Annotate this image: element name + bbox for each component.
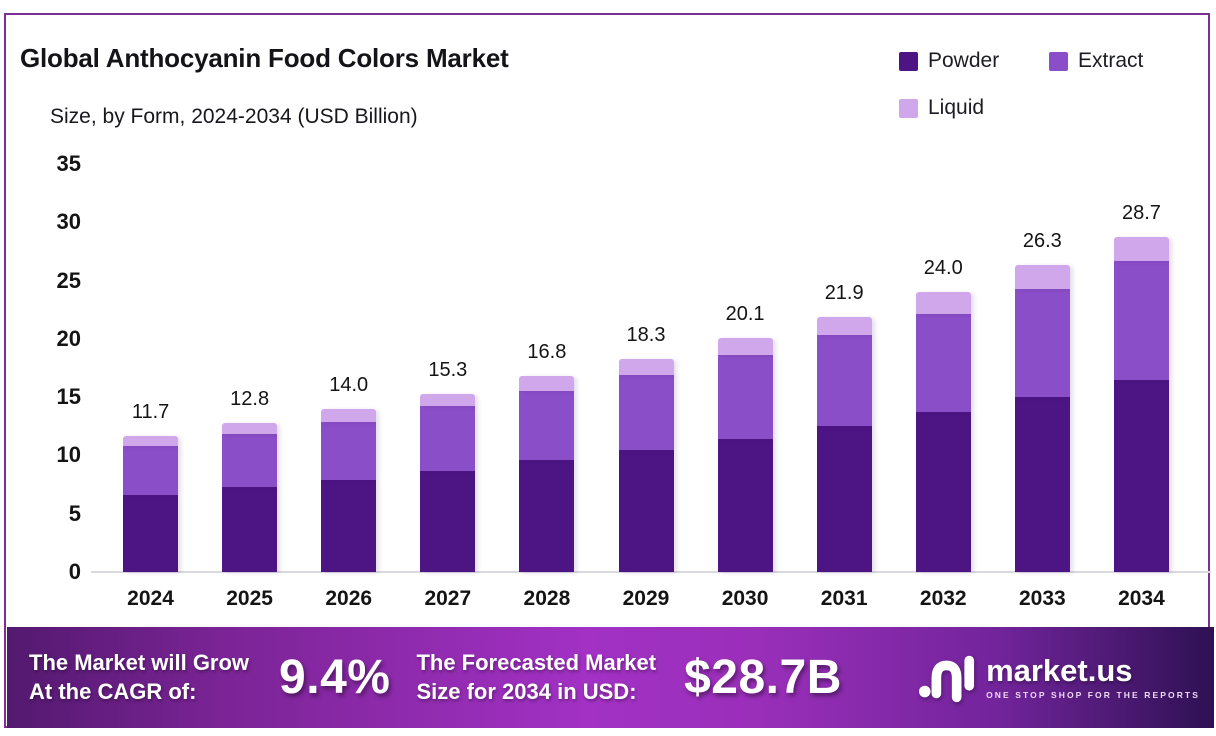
- bar-2024-liquid: [123, 435, 179, 447]
- bar-2032-extract: [915, 314, 971, 413]
- bar-2025-extract: [222, 434, 278, 487]
- cagr-value: 9.4%: [279, 651, 391, 704]
- liquid-swatch-icon: [899, 98, 918, 118]
- legend-label: Extract: [1078, 49, 1144, 72]
- bar-total-label-2024: 11.7: [131, 400, 170, 423]
- cagr-label: The Market will Grow At the CAGR of:: [29, 649, 249, 706]
- bar-total-label-2033: 26.3: [1022, 230, 1062, 253]
- bar-2028-liquid: [519, 376, 575, 392]
- bar-2033-powder: [1014, 397, 1070, 572]
- y-tick-30: 30: [56, 209, 81, 235]
- bar-2024-powder: [123, 495, 179, 572]
- y-tick-25: 25: [56, 267, 81, 293]
- legend-label: Powder: [928, 49, 1000, 72]
- x-tick-2027: 2027: [424, 587, 472, 610]
- bar-2026-powder: [321, 479, 377, 572]
- logo-tagline: ONE STOP SHOP FOR THE REPORTS: [986, 689, 1200, 700]
- bar-total-label-2034: 28.7: [1121, 202, 1161, 225]
- y-tick-10: 10: [56, 442, 81, 468]
- x-tick-2032: 2032: [919, 587, 967, 610]
- forecast-label-line1: The Forecasted Market: [416, 649, 657, 675]
- bar-2028-extract: [519, 391, 575, 461]
- forecast-value: $28.7B: [684, 651, 842, 704]
- bar-2030-liquid: [717, 337, 773, 356]
- x-tick-2024: 2024: [127, 587, 174, 610]
- x-axis-baseline: [91, 571, 1211, 573]
- chart-subtitle: Size, by Form, 2024-2034 (USD Billion): [50, 105, 418, 128]
- bar-2034-liquid: [1113, 237, 1169, 261]
- bar-2026-extract: [321, 421, 377, 480]
- forecast-label: The Forecasted Market Size for 2034 in U…: [416, 649, 656, 706]
- legend-item-powder: Powder: [899, 49, 1049, 73]
- cagr-label-line1: The Market will Grow: [29, 649, 250, 675]
- bar-2029-liquid: [618, 358, 674, 375]
- x-tick-2033: 2033: [1018, 587, 1066, 610]
- cagr-label-line2: At the CAGR of:: [29, 678, 197, 704]
- marketus-logo[interactable]: market.us ONE STOP SHOP FOR THE REPORTS: [918, 652, 1200, 704]
- y-tick-5: 5: [68, 500, 81, 526]
- bar-total-label-2027: 15.3: [428, 358, 468, 381]
- bar-2033-extract: [1014, 288, 1070, 398]
- bar-2031-extract: [816, 335, 872, 427]
- bar-total-label-2031: 21.9: [824, 281, 864, 304]
- bar-2026-liquid: [321, 408, 377, 422]
- bar-2029-powder: [618, 449, 674, 572]
- x-tick-2025: 2025: [226, 587, 273, 610]
- bar-2024-extract: [123, 446, 179, 496]
- x-tick-2034: 2034: [1118, 587, 1165, 610]
- powder-swatch-icon: [899, 51, 918, 71]
- x-tick-2030: 2030: [721, 587, 769, 610]
- x-tick-2026: 2026: [325, 587, 373, 610]
- bar-2031-liquid: [816, 316, 872, 336]
- legend-label: Liquid: [928, 96, 985, 119]
- y-tick-35: 35: [56, 151, 81, 176]
- page-title: Global Anthocyanin Food Colors Market: [20, 43, 509, 73]
- y-tick-0: 0: [68, 559, 81, 584]
- bar-total-label-2026: 14.0: [329, 373, 369, 396]
- logo-name: market.us: [986, 653, 1133, 689]
- bar-2034-extract: [1113, 260, 1169, 380]
- x-tick-2028: 2028: [523, 587, 571, 610]
- bar-2030-extract: [717, 355, 773, 440]
- logo-text-column: market.us ONE STOP SHOP FOR THE REPORTS: [986, 655, 1200, 700]
- bar-total-label-2025: 12.8: [230, 387, 270, 410]
- legend-item-extract: Extract: [1049, 49, 1199, 73]
- forecast-label-line2: Size for 2034 in USD:: [416, 678, 637, 704]
- x-tick-2031: 2031: [820, 587, 868, 610]
- bar-2025-liquid: [222, 422, 278, 435]
- bar-2027-liquid: [420, 393, 476, 407]
- bar-2027-powder: [420, 470, 476, 572]
- bar-2027-extract: [420, 406, 476, 471]
- y-tick-15: 15: [56, 384, 81, 410]
- cagr-banner: The Market will Grow At the CAGR of: 9.4…: [7, 627, 1214, 728]
- bar-2025-powder: [222, 486, 278, 572]
- bar-2028-powder: [519, 460, 575, 572]
- x-tick-2029: 2029: [622, 587, 670, 610]
- bar-2034-powder: [1113, 379, 1169, 572]
- marketus-logo-icon: [919, 655, 975, 702]
- bar-2032-liquid: [915, 292, 971, 315]
- chart-frame: Global Anthocyanin Food Colors Market Si…: [4, 13, 1211, 728]
- bar-2030-powder: [717, 439, 773, 572]
- chart-legend: Powder Extract Liquid: [899, 49, 1199, 120]
- bar-2033-liquid: [1014, 265, 1070, 289]
- bar-total-label-2030: 20.1: [725, 302, 765, 325]
- bar-2031-powder: [816, 426, 872, 572]
- legend-item-liquid: Liquid: [899, 96, 1049, 120]
- bar-2029-extract: [618, 375, 674, 450]
- bar-total-label-2029: 18.3: [626, 323, 666, 346]
- y-tick-20: 20: [56, 325, 81, 351]
- bar-2032-powder: [915, 412, 971, 572]
- extract-swatch-icon: [1049, 51, 1068, 71]
- x-axis: 2024 2025 2026 2027 2028 2029 2030 2031 2032 2033…: [6, 587, 1216, 617]
- bar-total-label-2028: 16.8: [527, 341, 567, 364]
- plot-area: 11.7 12.8 14.0 15.3 16.8 18.3 20.1 21.9 24.0 26.3…: [101, 164, 1191, 572]
- bar-total-label-2032: 24.0: [923, 257, 963, 280]
